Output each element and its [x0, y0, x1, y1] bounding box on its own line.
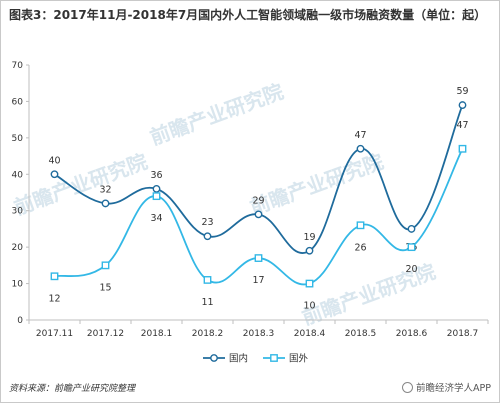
data-point-foreign [305, 279, 314, 288]
data-label-foreign: 26 [354, 242, 366, 253]
x-tick-label: 2018.1 [141, 329, 173, 339]
data-label-domestic: 19 [303, 232, 315, 243]
data-label-domestic: 36 [150, 170, 162, 181]
data-label-domestic: 32 [99, 184, 111, 195]
y-tick-label: 0 [17, 316, 23, 326]
x-tick-label: 2017.12 [87, 329, 124, 339]
data-point-foreign [101, 261, 110, 270]
x-tick-label: 2018.5 [345, 329, 377, 339]
x-tick-label: 2018.4 [294, 329, 326, 339]
data-label-foreign: 34 [150, 213, 162, 224]
data-point-foreign [152, 192, 161, 201]
y-tick-label: 70 [12, 61, 24, 71]
x-tick-label: 2018.3 [243, 329, 275, 339]
data-point-domestic [203, 232, 212, 241]
legend-marker-foreign [270, 354, 278, 362]
data-point-foreign [203, 276, 212, 284]
data-point-foreign [458, 144, 467, 153]
data-label-foreign: 17 [252, 275, 264, 286]
x-tick-label: 2018.2 [192, 329, 224, 339]
data-label-domestic: 47 [354, 130, 366, 141]
legend-label-foreign: 国外 [289, 353, 309, 365]
data-label-foreign: 20 [405, 264, 417, 275]
y-tick-label: 60 [12, 97, 24, 107]
series-line-domestic [54, 104, 464, 254]
data-point-domestic [50, 170, 59, 179]
data-point-domestic [305, 246, 314, 255]
x-tick-label: 2018.7 [447, 329, 479, 339]
data-point-domestic [254, 210, 263, 219]
y-tick-label: 10 [12, 280, 24, 290]
data-label-foreign: 15 [99, 282, 111, 293]
brand-credit: 前瞻经济学人APP [402, 380, 491, 394]
watermark-text: 前瞻产业研究院 [247, 149, 387, 219]
legend-label-domestic: 国内 [229, 353, 248, 365]
y-tick-label: 40 [12, 170, 24, 180]
data-point-domestic [101, 199, 110, 208]
brand-logo-icon [402, 381, 414, 393]
legend-marker-domestic [210, 354, 218, 362]
data-label-domestic: 40 [48, 155, 60, 166]
data-label-domestic: 59 [456, 86, 468, 97]
data-point-domestic [407, 225, 416, 233]
data-label-domestic: 23 [201, 217, 213, 228]
data-label-domestic: 29 [252, 195, 264, 206]
source-note: 资料来源：前瞻产业研究院整理 [9, 384, 136, 394]
data-label-foreign: 12 [48, 293, 60, 304]
data-label-foreign: 10 [303, 301, 315, 312]
data-point-domestic [152, 184, 161, 193]
watermark-text: 前瞻产业研究院 [147, 79, 287, 149]
data-point-foreign [407, 243, 416, 252]
data-point-foreign [254, 254, 263, 262]
data-label-foreign: 11 [201, 297, 213, 308]
y-tick-label: 20 [12, 243, 24, 253]
data-point-foreign [50, 272, 59, 281]
x-tick-label: 2018.6 [396, 329, 428, 339]
watermark-text: 前瞻产业研究院 [11, 149, 151, 219]
brand-name: 前瞻经济学人APP [416, 383, 491, 394]
data-label-foreign: 47 [456, 120, 468, 131]
data-point-domestic [458, 101, 467, 109]
y-tick-label: 30 [12, 207, 24, 217]
x-tick-label: 2017.11 [36, 329, 73, 339]
y-tick-label: 50 [12, 134, 24, 144]
data-point-domestic [356, 144, 365, 153]
data-point-foreign [356, 221, 365, 230]
chart-title: 图表3：2017年11月-2018年7月国内外人工智能领域融一级市场融资数量（单… [9, 8, 487, 22]
